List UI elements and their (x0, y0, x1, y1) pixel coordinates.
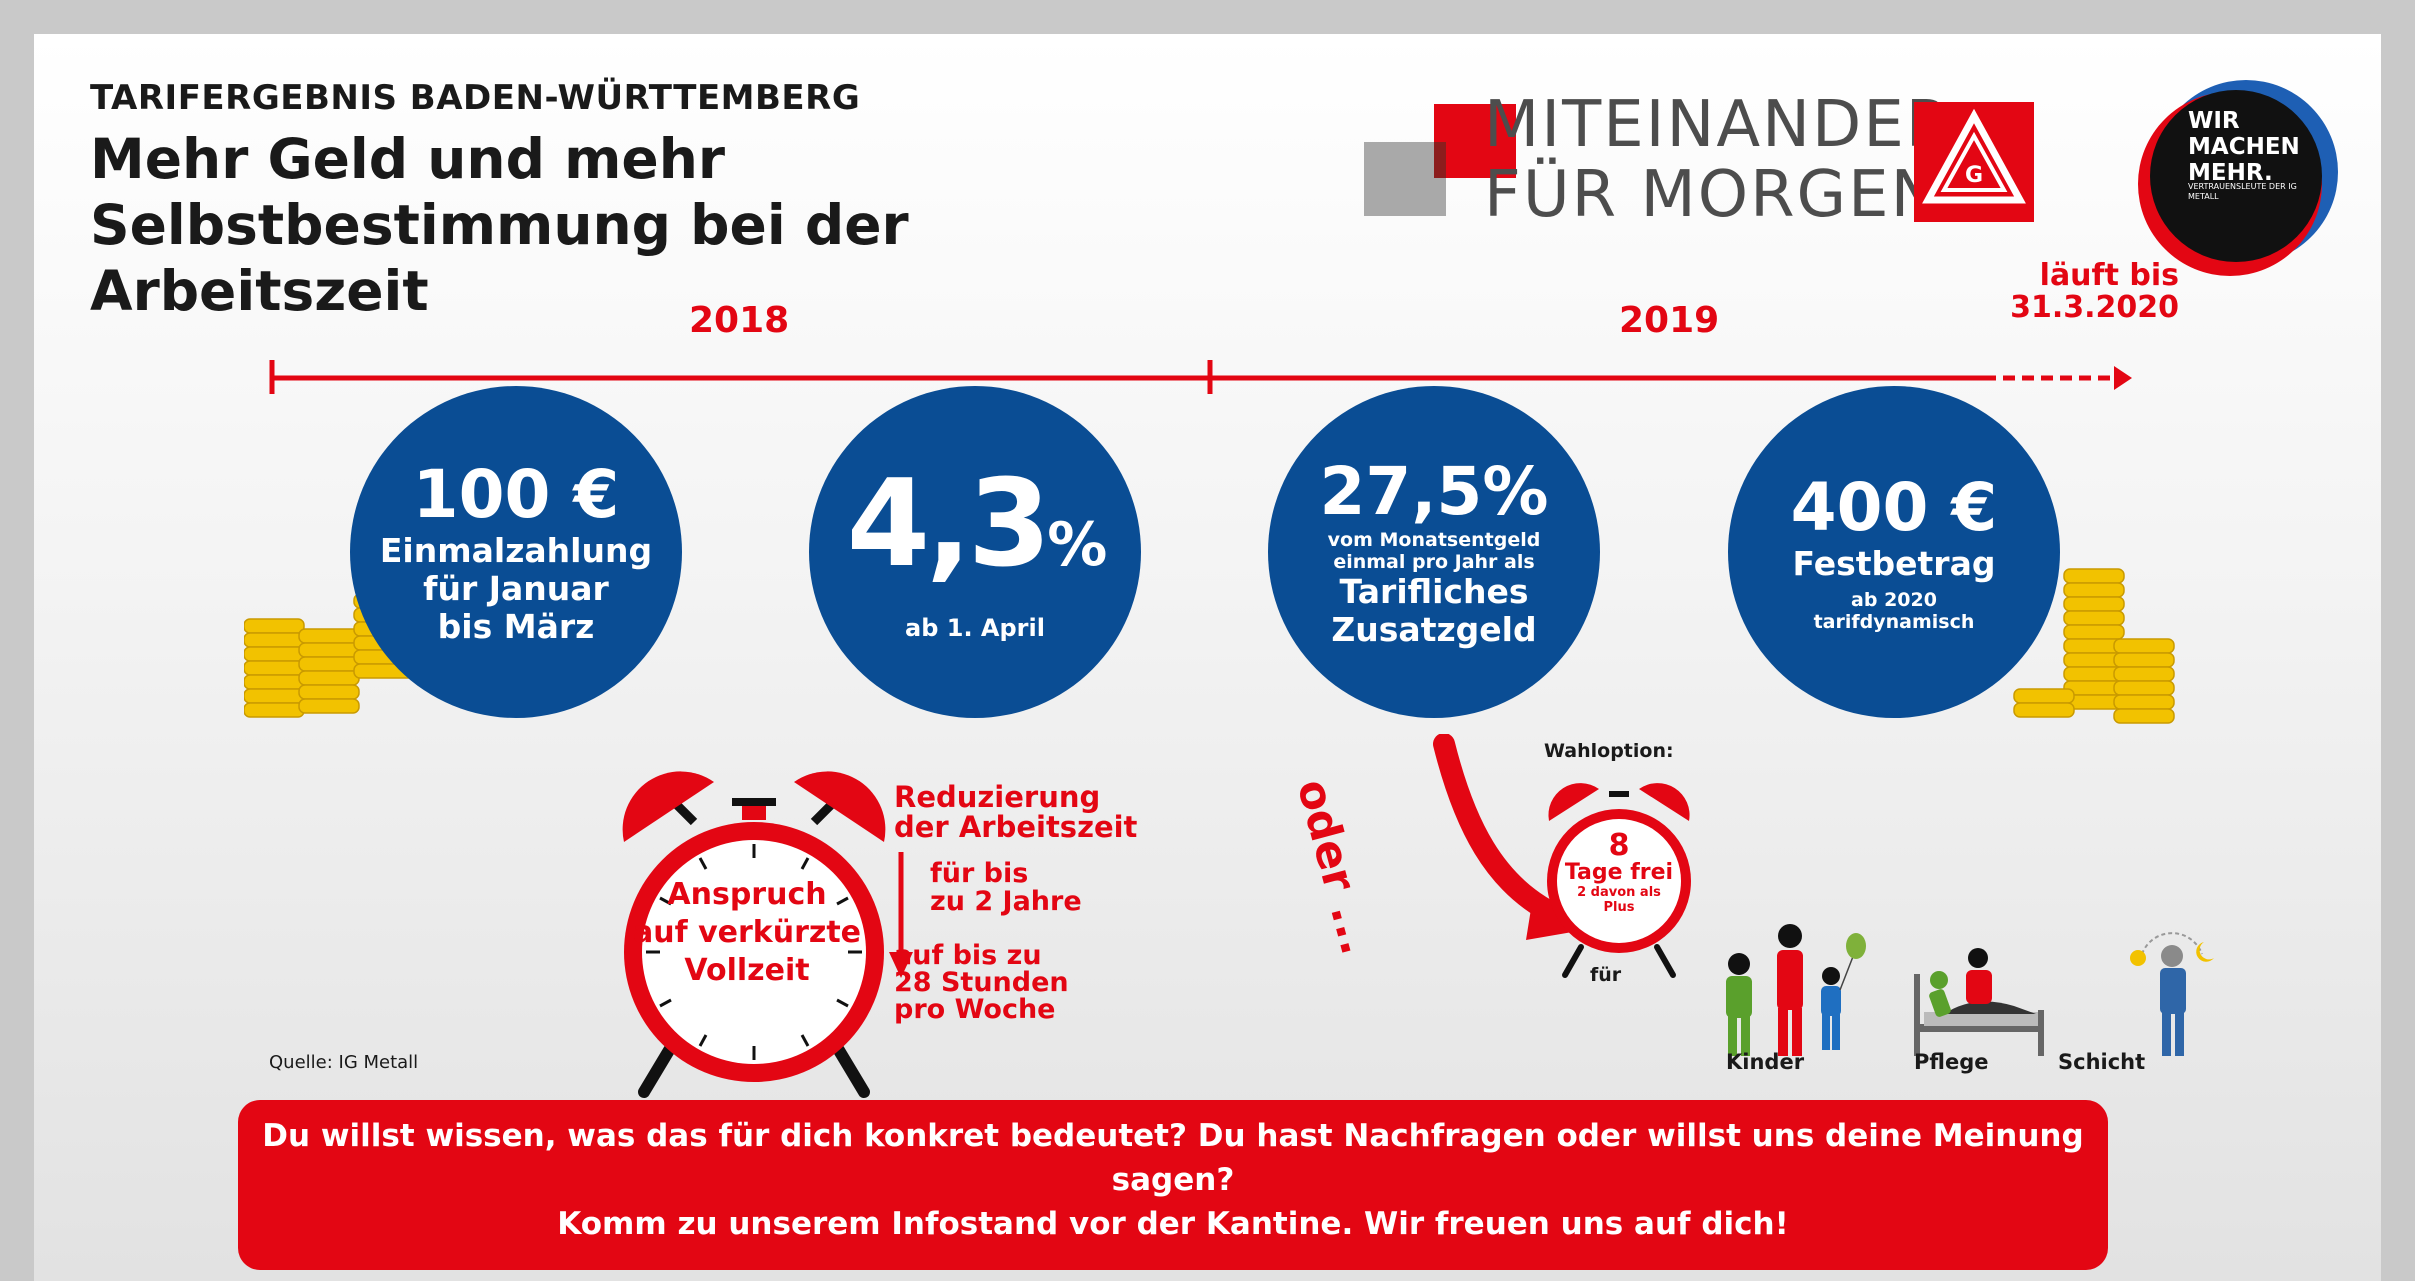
badge-line1: WIR (2188, 108, 2240, 134)
year-2019: 2019 (1619, 300, 1720, 341)
c3-small2: einmal pro Jahr als (1333, 551, 1535, 573)
logo-squares-icon (1364, 104, 1516, 216)
c2-big-value: 4,3 (846, 455, 1052, 594)
headline-line2: Selbstbestimmung bei der Arbeitszeit (90, 193, 909, 323)
reduction-title-line2: der Arbeitszeit (894, 810, 1138, 844)
cta-banner: Du willst wissen, was das für dich konkr… (238, 1100, 2108, 1270)
c4-big: 400 € (1790, 469, 1998, 546)
reduction-hours: auf bis zu 28 Stunden pro Woche (894, 942, 1069, 1023)
timeline-icon (269, 360, 2132, 394)
c4-line1: Festbetrag (1792, 544, 1996, 583)
reduction-hours-line1: auf bis zu (894, 940, 1042, 971)
c1-line2: für Januar (423, 569, 609, 608)
c4-small1: ab 2020 (1851, 589, 1937, 611)
percent-increase-circle: 4,3% ab 1. April (809, 386, 1141, 718)
fixed-amount-circle: 400 € Festbetrag ab 2020 tarifdynamisch (1728, 386, 2060, 718)
days-line1: Tage frei (1564, 860, 1674, 885)
clock-label-line2: auf verkürzte (632, 915, 862, 950)
badge-text: WIR MACHEN MEHR. (2188, 108, 2300, 186)
wahloption-label: Wahloption: (1544, 740, 1674, 762)
kinder-figures (1726, 924, 1866, 1056)
fuer-label: für (1590, 964, 1622, 986)
oder-label: oder ... (1286, 774, 1383, 960)
c2-pct: % (1047, 510, 1107, 580)
down-arrow-icon (889, 852, 913, 978)
days-line3: Plus (1603, 900, 1635, 915)
reduction-title: Reduzierung der Arbeitszeit (894, 782, 1137, 842)
c3-small1: vom Monatsentgeld (1327, 529, 1541, 551)
pflege-figures (1914, 948, 2044, 1056)
headline: Mehr Geld und mehr Selbstbestimmung bei … (90, 126, 1140, 324)
reduction-title-line1: Reduzierung (894, 780, 1101, 814)
small-clock-text: 8 Tage frei 2 davon als Plus (1554, 828, 1684, 916)
label-kinder: Kinder (1726, 1050, 1805, 1074)
runs-until-line2: 31.3.2020 (2010, 290, 2179, 325)
headline-line1: Mehr Geld und mehr (90, 127, 725, 191)
banner-line1: Du willst wissen, was das für dich konkr… (262, 1118, 2084, 1198)
clock-label: Anspruch auf verkürzte Vollzeit (624, 876, 870, 990)
badge-line2: MACHEN (2188, 134, 2300, 160)
source-note: Quelle: IG Metall (269, 1052, 419, 1073)
coin-stack-right-icon (2013, 568, 2175, 724)
additional-pay-circle: 27,5% vom Monatsentgeld einmal pro Jahr … (1268, 386, 1600, 718)
schicht-figures (2130, 932, 2214, 1056)
badge-line3: MEHR. (2188, 160, 2273, 186)
logo-line1: MITEINANDER (1484, 88, 1953, 162)
c3-line1: Tarifliches (1339, 572, 1529, 611)
label-pflege: Pflege (1914, 1050, 1989, 1074)
clock-label-line1: Anspruch (667, 877, 827, 912)
alarm-clock-icon (622, 771, 886, 1098)
runs-until-line1: läuft bis (2039, 258, 2179, 293)
c1-big: 100 € (412, 456, 620, 533)
reduction-hours-line2: 28 Stunden (894, 967, 1069, 998)
c3-big: 27,5% (1319, 453, 1549, 530)
label-schicht: Schicht (2058, 1050, 2146, 1074)
reduction-duration-line2: zu 2 Jahre (930, 886, 1082, 917)
c1-line3: bis März (437, 607, 595, 646)
c2-line1: ab 1. April (905, 614, 1045, 642)
reduction-hours-line3: pro Woche (894, 994, 1056, 1025)
banner-line2: Komm zu unserem Infostand vor der Kantin… (557, 1206, 1789, 1242)
small-alarm-clock-icon (1547, 783, 1691, 978)
one-time-payment-circle: 100 € Einmalzahlung für Januar bis März (350, 386, 682, 718)
clock-label-line3: Vollzeit (684, 953, 810, 988)
c3-line2: Zusatzgeld (1331, 610, 1537, 649)
wir-machen-mehr-badge-icon (2138, 80, 2338, 276)
reduction-duration: für bis zu 2 Jahre (930, 860, 1082, 916)
svg-text:G: G (1965, 163, 1983, 188)
c1-line1: Einmalzahlung (379, 531, 653, 570)
logo-text: MITEINANDER FÜR MORGEN (1484, 90, 1952, 230)
runs-until: läuft bis 31.3.2020 (1969, 260, 2179, 324)
c4-small2: tarifdynamisch (1813, 611, 1975, 633)
ig-metall-logo-icon: G (1914, 102, 2034, 222)
eyebrow: TARIFERGEBNIS BADEN-WÜRTTEMBERG (90, 78, 861, 118)
reduction-duration-line1: für bis (930, 858, 1029, 889)
infographic-card: TARIFERGEBNIS BADEN-WÜRTTEMBERG Mehr Gel… (34, 34, 2381, 1281)
c2-big: 4,3% (847, 465, 1108, 605)
year-2018: 2018 (689, 300, 790, 341)
days-line2: 2 davon als (1577, 885, 1661, 900)
people-figures-icon (1726, 924, 2214, 1056)
logo-line2: FÜR MORGEN (1484, 158, 1941, 232)
badge-subtext: VERTRAUENSLEUTE DER IG METALL (2188, 182, 2297, 201)
days-number: 8 (1608, 828, 1630, 863)
